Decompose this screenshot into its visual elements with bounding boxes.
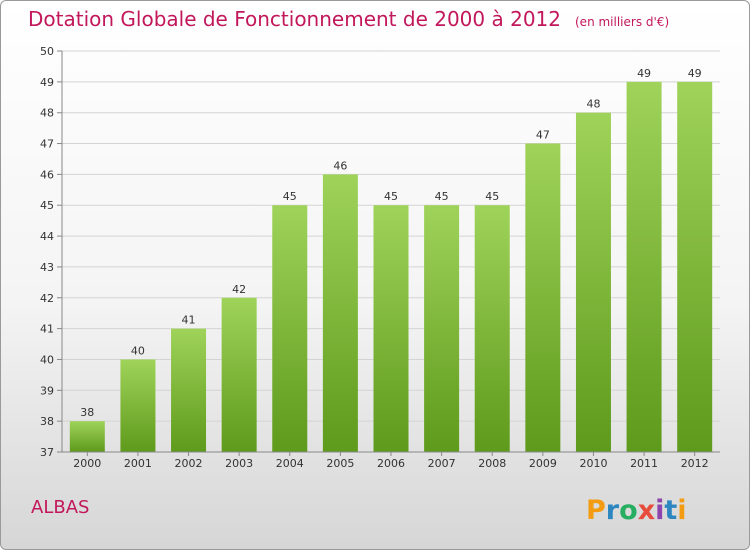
data-label-2003: 42 (232, 283, 246, 296)
bar-2002 (171, 328, 207, 452)
proxiti-logo: Proxiti (586, 495, 687, 526)
data-label-2008: 45 (485, 190, 499, 203)
y-tick-label: 40 (40, 353, 54, 366)
x-tick-label: 2006 (377, 457, 405, 470)
chart-title-text: Dotation Globale de Fonctionnement de 20… (28, 7, 561, 31)
x-tick-label: 2004 (276, 457, 304, 470)
y-tick-label: 43 (40, 261, 54, 274)
bar-2012 (677, 81, 713, 452)
data-label-2000: 38 (80, 406, 94, 419)
x-tick-label: 2010 (579, 457, 607, 470)
bar-2003 (221, 297, 257, 452)
x-tick-label: 2003 (225, 457, 253, 470)
data-label-2004: 45 (283, 190, 297, 203)
y-tick-label: 37 (40, 446, 54, 459)
data-label-2006: 45 (384, 190, 398, 203)
y-tick-label: 50 (40, 45, 54, 58)
commune-name: ALBAS (31, 497, 90, 518)
bar-2010 (575, 112, 611, 452)
bar-2008 (474, 205, 510, 452)
data-label-2012: 49 (688, 67, 702, 80)
data-label-2009: 47 (536, 129, 550, 142)
bar-2006 (373, 205, 409, 452)
bar-2011 (626, 81, 662, 452)
data-label-2001: 40 (131, 344, 145, 357)
x-tick-label: 2007 (428, 457, 456, 470)
x-tick-label: 2009 (529, 457, 557, 470)
bar-2000 (69, 421, 105, 452)
bar-2004 (272, 205, 308, 452)
bar-2009 (525, 143, 561, 453)
bar-2007 (424, 205, 460, 452)
axis-layer: 37 38 39 40 41 42 43 44 45 46 47 48 49 50 2000 2001 2002… (40, 45, 720, 470)
x-tick-label: 2011 (630, 457, 658, 470)
data-label-2005: 46 (333, 159, 347, 172)
data-label-2010: 48 (586, 98, 600, 111)
y-tick-label: 38 (40, 415, 54, 428)
chart-subtitle: (en milliers d'€) (575, 15, 670, 29)
x-tick-label: 2001 (124, 457, 152, 470)
y-tick-label: 46 (40, 168, 54, 181)
x-tick-label: 2008 (478, 457, 506, 470)
bar-2001 (120, 359, 156, 452)
label-layer: 38 40 41 42 45 46 45 45 45 47 48 49 49 (80, 67, 701, 419)
x-tick-label: 2002 (175, 457, 203, 470)
y-tick-label: 41 (40, 323, 54, 336)
bar-2005 (322, 174, 358, 452)
y-tick-label: 48 (40, 107, 54, 120)
svg-text:Proxiti: Proxiti (586, 495, 687, 526)
y-tick-label: 47 (40, 138, 54, 151)
y-tick-label: 44 (40, 230, 54, 243)
y-tick-label: 39 (40, 384, 54, 397)
data-label-2002: 41 (182, 314, 196, 327)
x-tick-label: 2000 (73, 457, 101, 470)
bar-layer (69, 81, 713, 453)
x-tick-label: 2005 (326, 457, 354, 470)
y-tick-label: 45 (40, 199, 54, 212)
data-label-2011: 49 (637, 67, 651, 80)
x-tick-label: 2012 (681, 457, 709, 470)
y-tick-label: 42 (40, 292, 54, 305)
y-tick-label: 49 (40, 76, 54, 89)
chart-title: Dotation Globale de Fonctionnement de 20… (28, 7, 669, 31)
data-label-2007: 45 (435, 190, 449, 203)
